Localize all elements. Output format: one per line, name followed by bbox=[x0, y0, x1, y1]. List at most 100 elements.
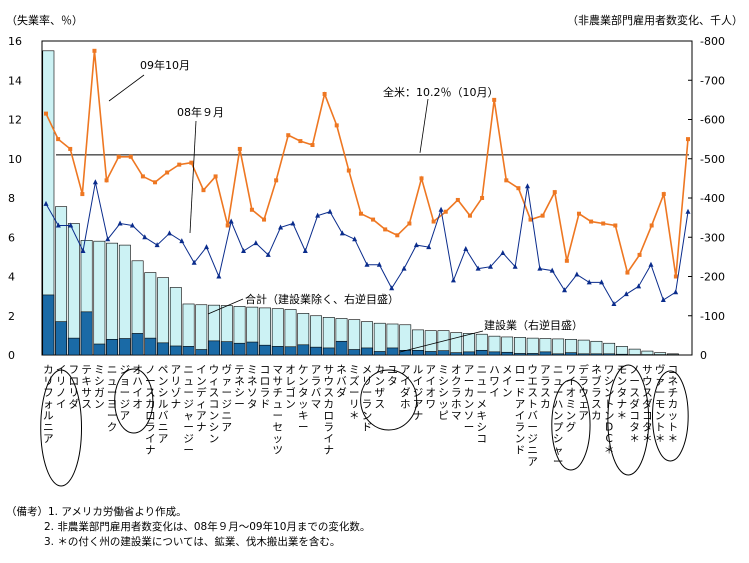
annotation-oct09: 09年10月 bbox=[140, 58, 190, 72]
point-oct09 bbox=[383, 227, 387, 231]
state-label: ケンタッキー bbox=[298, 364, 309, 434]
state-label: アーカンソー bbox=[464, 364, 475, 434]
point-sep08 bbox=[402, 266, 407, 271]
state-label: テネシー bbox=[234, 364, 245, 411]
bar-construction bbox=[157, 343, 168, 355]
line-oct09 bbox=[46, 51, 688, 277]
bar-total bbox=[451, 333, 462, 355]
left-tick-label: 8 bbox=[8, 192, 15, 205]
point-oct09 bbox=[553, 190, 557, 194]
point-sep08 bbox=[686, 209, 691, 214]
point-oct09 bbox=[395, 233, 399, 237]
state-label: ロードアイランド bbox=[515, 364, 526, 457]
bar-construction bbox=[106, 339, 117, 355]
point-oct09 bbox=[117, 155, 121, 159]
point-sep08 bbox=[500, 250, 505, 255]
state-label: ニューハンプシャー bbox=[553, 364, 564, 468]
annotation-construction: 建設業（右逆目盛） bbox=[484, 318, 583, 332]
bar-total bbox=[604, 343, 615, 355]
state-label: ヴァージニア bbox=[222, 363, 233, 434]
left-tick-label: 16 bbox=[8, 35, 22, 48]
bar-total bbox=[374, 323, 385, 355]
state-label: ネブラスカ bbox=[591, 364, 602, 422]
left-tick-label: 10 bbox=[8, 153, 22, 166]
footnote: （備考）1. アメリカ労働省より作成。 bbox=[6, 505, 187, 518]
bar-construction bbox=[604, 354, 615, 355]
state-label: テキサス bbox=[81, 364, 92, 411]
point-oct09 bbox=[650, 223, 654, 227]
bar-construction bbox=[438, 351, 449, 355]
point-oct09 bbox=[407, 222, 411, 226]
point-oct09 bbox=[68, 147, 72, 151]
bar-construction bbox=[336, 341, 347, 355]
point-oct09 bbox=[56, 137, 60, 141]
point-oct09 bbox=[662, 192, 666, 196]
point-sep08 bbox=[327, 209, 332, 214]
bar-construction bbox=[451, 353, 462, 355]
bar-construction bbox=[183, 346, 194, 355]
bar-construction bbox=[259, 345, 270, 355]
annotation-total: 合計（建設業除く、右逆目盛） bbox=[245, 292, 399, 306]
bar-construction bbox=[425, 351, 436, 355]
point-sep08 bbox=[204, 244, 209, 249]
left-tick-label: 4 bbox=[8, 271, 15, 284]
bar-total bbox=[94, 241, 105, 355]
point-oct09 bbox=[226, 223, 230, 227]
point-oct09 bbox=[613, 223, 617, 227]
point-oct09 bbox=[274, 178, 278, 182]
bar-construction bbox=[310, 347, 321, 355]
right-axis-title: （非農業部門雇用者数変化、千人） bbox=[567, 13, 743, 27]
bar-construction bbox=[247, 342, 258, 355]
point-oct09 bbox=[504, 178, 508, 182]
point-oct09 bbox=[516, 186, 520, 190]
left-tick-label: 2 bbox=[8, 310, 15, 323]
state-label: ミシガン bbox=[94, 364, 105, 411]
bar-construction bbox=[323, 348, 334, 355]
state-label: アリゾナ bbox=[171, 364, 182, 411]
point-sep08 bbox=[463, 246, 468, 251]
bar-total bbox=[578, 340, 589, 355]
point-oct09 bbox=[347, 169, 351, 173]
bar-construction bbox=[540, 352, 551, 355]
point-sep08 bbox=[167, 230, 172, 235]
point-oct09 bbox=[201, 188, 205, 192]
right-tick-label: 0 bbox=[700, 349, 707, 362]
state-label: ペンシルバニア bbox=[158, 364, 169, 445]
point-oct09 bbox=[250, 208, 254, 212]
point-oct09 bbox=[310, 143, 314, 147]
state-label: ウィスコンシン bbox=[209, 364, 220, 445]
state-label: ウエストバージニア bbox=[527, 364, 538, 468]
point-sep08 bbox=[661, 297, 666, 302]
state-label: フロリダ bbox=[69, 364, 80, 411]
state-label: ミシシッピ bbox=[438, 364, 449, 422]
point-oct09 bbox=[189, 161, 193, 165]
state-label: アラバマ bbox=[311, 364, 322, 411]
annotation-oct09-leader bbox=[109, 75, 144, 101]
state-label: ミネソタ bbox=[247, 364, 258, 411]
bar-construction bbox=[476, 350, 487, 355]
point-sep08 bbox=[303, 248, 308, 253]
point-oct09 bbox=[298, 139, 302, 143]
right-tick-label: -600 bbox=[700, 114, 725, 127]
point-sep08 bbox=[241, 248, 246, 253]
state-label: ノースダコタ＊ bbox=[629, 364, 640, 445]
footnote: 2. 非農業部門雇用者数変化は、08年９月～09年10月までの変化数。 bbox=[44, 520, 370, 533]
bar-total bbox=[68, 224, 79, 355]
point-oct09 bbox=[262, 218, 266, 222]
reference-label: 全米：10.2％（10月） bbox=[383, 85, 499, 99]
bar-construction bbox=[196, 350, 207, 355]
state-label: インディアナ bbox=[196, 364, 207, 434]
bar-construction bbox=[374, 351, 385, 355]
point-oct09 bbox=[577, 212, 581, 216]
bar-construction bbox=[272, 346, 283, 355]
point-sep08 bbox=[253, 240, 258, 245]
bar-construction bbox=[132, 333, 143, 355]
bar-construction bbox=[81, 312, 92, 355]
left-tick-label: 12 bbox=[8, 114, 22, 127]
point-oct09 bbox=[638, 253, 642, 257]
point-oct09 bbox=[177, 163, 181, 167]
bar-construction bbox=[361, 348, 372, 355]
state-label: ヴァーモント＊ bbox=[655, 363, 666, 445]
point-sep08 bbox=[537, 266, 542, 271]
